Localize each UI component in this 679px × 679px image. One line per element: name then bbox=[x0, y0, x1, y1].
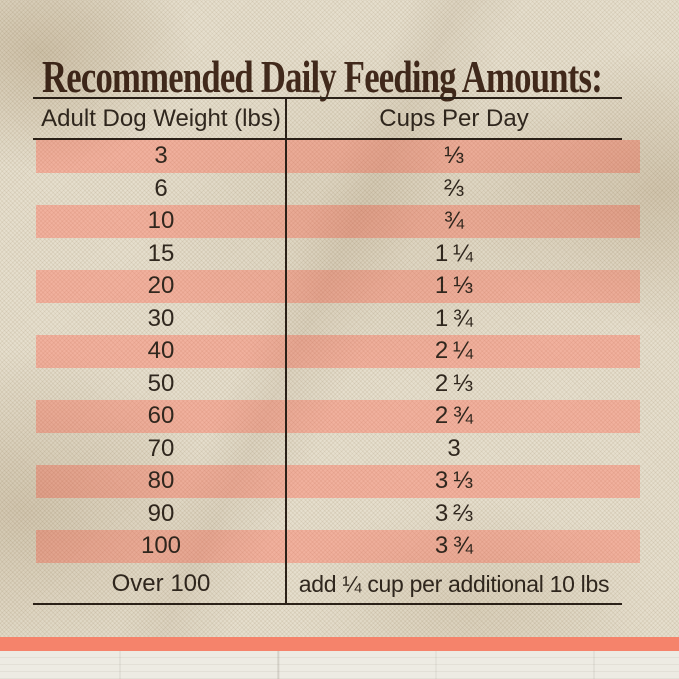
weight-cell: 20 bbox=[147, 272, 175, 300]
cups-cell: 3 bbox=[447, 434, 461, 462]
cups-cell: ⅔ bbox=[443, 174, 464, 202]
cups-cell: 1 ⅓ bbox=[434, 272, 474, 300]
cups-cell: 2 ¾ bbox=[434, 402, 474, 430]
weight-cell: 6 bbox=[154, 174, 168, 202]
table-row: 100 3 ¾ bbox=[36, 530, 640, 563]
weight-cell: 60 bbox=[147, 402, 175, 430]
table-row: 3 ⅓ bbox=[36, 140, 640, 173]
weight-cell: 50 bbox=[147, 369, 175, 397]
cups-cell: 3 ⅓ bbox=[434, 467, 474, 495]
weight-cell: 30 bbox=[147, 304, 175, 332]
table-row: 80 3 ⅓ bbox=[36, 465, 640, 498]
weight-cell: 90 bbox=[147, 499, 175, 527]
table-row: 10 ¾ bbox=[36, 205, 640, 238]
cups-cell: 1 ¾ bbox=[434, 304, 474, 332]
table-row: 70 3 bbox=[36, 433, 640, 466]
table-row: 40 2 ¼ bbox=[36, 335, 640, 368]
wood-background bbox=[0, 651, 679, 679]
table-row: 90 3 ⅔ bbox=[36, 498, 640, 531]
weight-cell: Over 100 bbox=[111, 570, 211, 597]
weight-column-header: Adult Dog Weight (lbs) bbox=[41, 104, 281, 132]
page-title: Recommended Daily Feeding Amounts: bbox=[42, 52, 603, 103]
table-row: Over 100 add ¼ cup per additional 10 lbs bbox=[36, 563, 640, 606]
cups-cell: 1 ¼ bbox=[434, 239, 474, 267]
table-row: 50 2 ⅓ bbox=[36, 368, 640, 401]
header-divider-border bbox=[33, 138, 622, 140]
table-row: 15 1 ¼ bbox=[36, 238, 640, 271]
weight-cell: 80 bbox=[147, 467, 175, 495]
table-header-row: Adult Dog Weight (lbs) Cups Per Day bbox=[36, 99, 640, 138]
accent-bar bbox=[0, 637, 679, 651]
table-row: 60 2 ¾ bbox=[36, 400, 640, 433]
cups-cell: 2 ¼ bbox=[434, 337, 474, 365]
table-top-border bbox=[33, 97, 622, 99]
weight-cell: 3 bbox=[154, 142, 168, 170]
weight-cell: 15 bbox=[147, 239, 175, 267]
cups-column-header: Cups Per Day bbox=[379, 104, 529, 132]
weight-cell: 100 bbox=[140, 532, 182, 560]
table-body: 3 ⅓ 6 ⅔ 10 ¾ 15 1 ¼ 20 1 ⅓ 30 1 ¾ 40 2 ¼… bbox=[36, 140, 640, 606]
weight-cell: 10 bbox=[147, 207, 175, 235]
cups-cell: ⅓ bbox=[443, 142, 464, 170]
column-divider bbox=[285, 97, 287, 605]
weight-cell: 40 bbox=[147, 337, 175, 365]
table-row: 30 1 ¾ bbox=[36, 303, 640, 336]
weight-cell: 70 bbox=[147, 434, 175, 462]
cups-cell: 3 ¾ bbox=[434, 532, 474, 560]
cups-cell: 3 ⅔ bbox=[434, 499, 474, 527]
table-bottom-border bbox=[33, 603, 622, 605]
cups-cell: add ¼ cup per additional 10 lbs bbox=[298, 570, 610, 597]
table-row: 6 ⅔ bbox=[36, 173, 640, 206]
cups-cell: 2 ⅓ bbox=[434, 369, 474, 397]
cups-cell: ¾ bbox=[443, 207, 464, 235]
table-row: 20 1 ⅓ bbox=[36, 270, 640, 303]
